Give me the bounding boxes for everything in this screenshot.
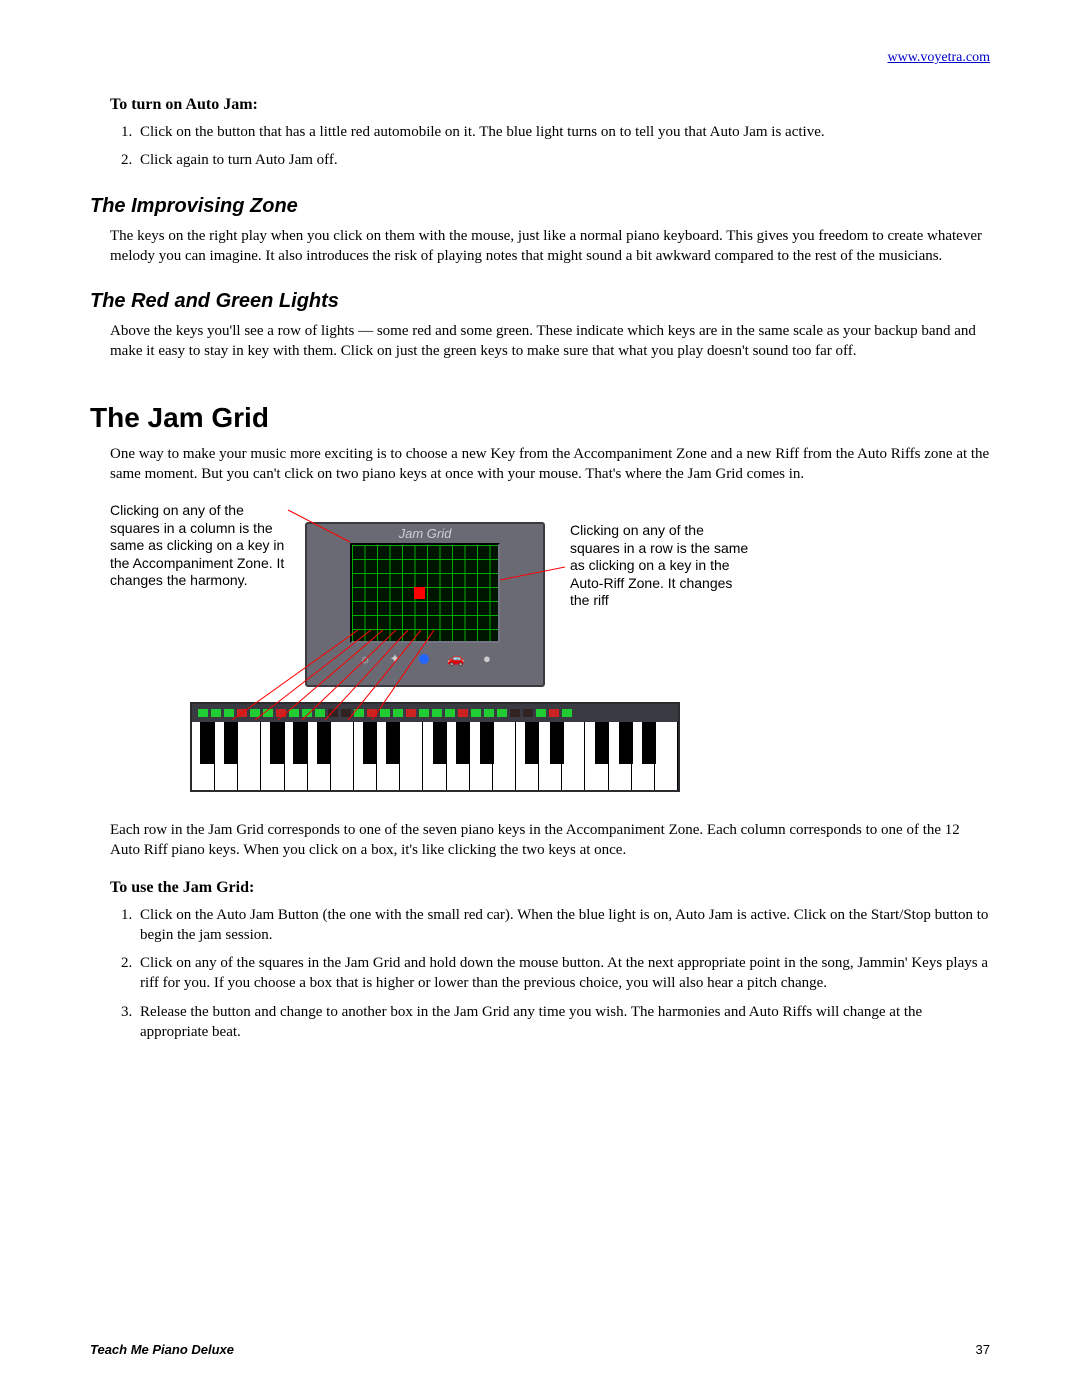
status-light <box>393 709 403 717</box>
jam-grid-icon-row: ☼ ✦ 🚗 ● <box>350 648 500 670</box>
white-key[interactable] <box>562 722 585 790</box>
status-light <box>354 709 364 717</box>
black-key[interactable] <box>293 722 307 764</box>
status-light <box>289 709 299 717</box>
jam-grid-title: Jam Grid <box>307 526 543 541</box>
status-light <box>523 709 533 717</box>
status-light <box>302 709 312 717</box>
para-lights: Above the keys you'll see a row of light… <box>110 321 990 362</box>
status-light <box>510 709 520 717</box>
para-improvising: The keys on the right play when you clic… <box>110 226 990 267</box>
status-light <box>380 709 390 717</box>
status-light <box>367 709 377 717</box>
status-light <box>549 709 559 717</box>
status-light <box>497 709 507 717</box>
keyboard-light-row <box>192 704 678 722</box>
white-key[interactable] <box>331 722 354 790</box>
black-key[interactable] <box>642 722 656 764</box>
black-key[interactable] <box>386 722 400 764</box>
status-light <box>445 709 455 717</box>
white-key[interactable] <box>493 722 516 790</box>
list-use-jam-grid: Click on the Auto Jam Button (the one wi… <box>116 905 990 1043</box>
white-key[interactable] <box>655 722 678 790</box>
black-key[interactable] <box>363 722 377 764</box>
status-light <box>328 709 338 717</box>
black-key[interactable] <box>433 722 447 764</box>
black-key[interactable] <box>550 722 564 764</box>
header-url-link[interactable]: www.voyetra.com <box>90 50 990 66</box>
black-key[interactable] <box>270 722 284 764</box>
status-light <box>536 709 546 717</box>
status-light <box>341 709 351 717</box>
status-light <box>237 709 247 717</box>
jam-grid-highlight <box>414 587 425 599</box>
heading-improvising-zone: The Improvising Zone <box>90 195 990 218</box>
figure-jam-grid: Clicking on any of the squares in a colu… <box>110 502 750 802</box>
black-key[interactable] <box>456 722 470 764</box>
black-key[interactable] <box>595 722 609 764</box>
jam-grid-box[interactable] <box>350 543 500 643</box>
keyboard[interactable] <box>190 702 680 792</box>
status-light <box>263 709 273 717</box>
para-jam-grid-intro: One way to make your music more exciting… <box>110 444 990 485</box>
jam-grid-lines <box>352 545 498 641</box>
list-item: Release the button and change to another… <box>136 1002 990 1043</box>
black-key[interactable] <box>525 722 539 764</box>
black-key[interactable] <box>200 722 214 764</box>
status-light <box>406 709 416 717</box>
heading-red-green-lights: The Red and Green Lights <box>90 290 990 313</box>
status-light <box>484 709 494 717</box>
car-icon[interactable]: 🚗 <box>447 651 464 668</box>
star-icon: ✦ <box>389 651 400 667</box>
status-light <box>458 709 468 717</box>
black-key[interactable] <box>619 722 633 764</box>
status-light <box>471 709 481 717</box>
para-jam-grid-explain: Each row in the Jam Grid corresponds to … <box>110 820 990 861</box>
status-light <box>198 709 208 717</box>
callout-right: Clicking on any of the squares in a row … <box>570 522 750 610</box>
list-item: Click on any of the squares in the Jam G… <box>136 953 990 994</box>
status-light <box>315 709 325 717</box>
status-light <box>211 709 221 717</box>
footer-title: Teach Me Piano Deluxe <box>90 1342 234 1357</box>
black-key[interactable] <box>317 722 331 764</box>
status-light <box>432 709 442 717</box>
jam-grid-panel: Jam Grid ☼ ✦ 🚗 ● <box>305 522 545 687</box>
status-light <box>562 709 572 717</box>
black-key[interactable] <box>224 722 238 764</box>
black-key[interactable] <box>480 722 494 764</box>
keyboard-keys[interactable] <box>192 722 678 790</box>
subhead-auto-jam: To turn on Auto Jam: <box>110 96 990 114</box>
subhead-use-jam-grid: To use the Jam Grid: <box>110 879 990 897</box>
status-light <box>419 709 429 717</box>
status-light <box>276 709 286 717</box>
blue-light-icon <box>419 654 429 664</box>
list-item: Click on the Auto Jam Button (the one wi… <box>136 905 990 946</box>
white-key[interactable] <box>400 722 423 790</box>
list-item: Click on the button that has a little re… <box>136 122 990 142</box>
list-auto-jam: Click on the button that has a little re… <box>116 122 990 171</box>
heading-jam-grid: The Jam Grid <box>90 402 990 434</box>
status-light <box>224 709 234 717</box>
status-light <box>250 709 260 717</box>
list-item: Click again to turn Auto Jam off. <box>136 150 990 170</box>
white-key[interactable] <box>238 722 261 790</box>
dot-icon: ● <box>483 651 491 667</box>
lamp-icon: ☼ <box>359 651 371 667</box>
footer-page-number: 37 <box>976 1342 990 1357</box>
callout-left: Clicking on any of the squares in a colu… <box>110 502 290 590</box>
